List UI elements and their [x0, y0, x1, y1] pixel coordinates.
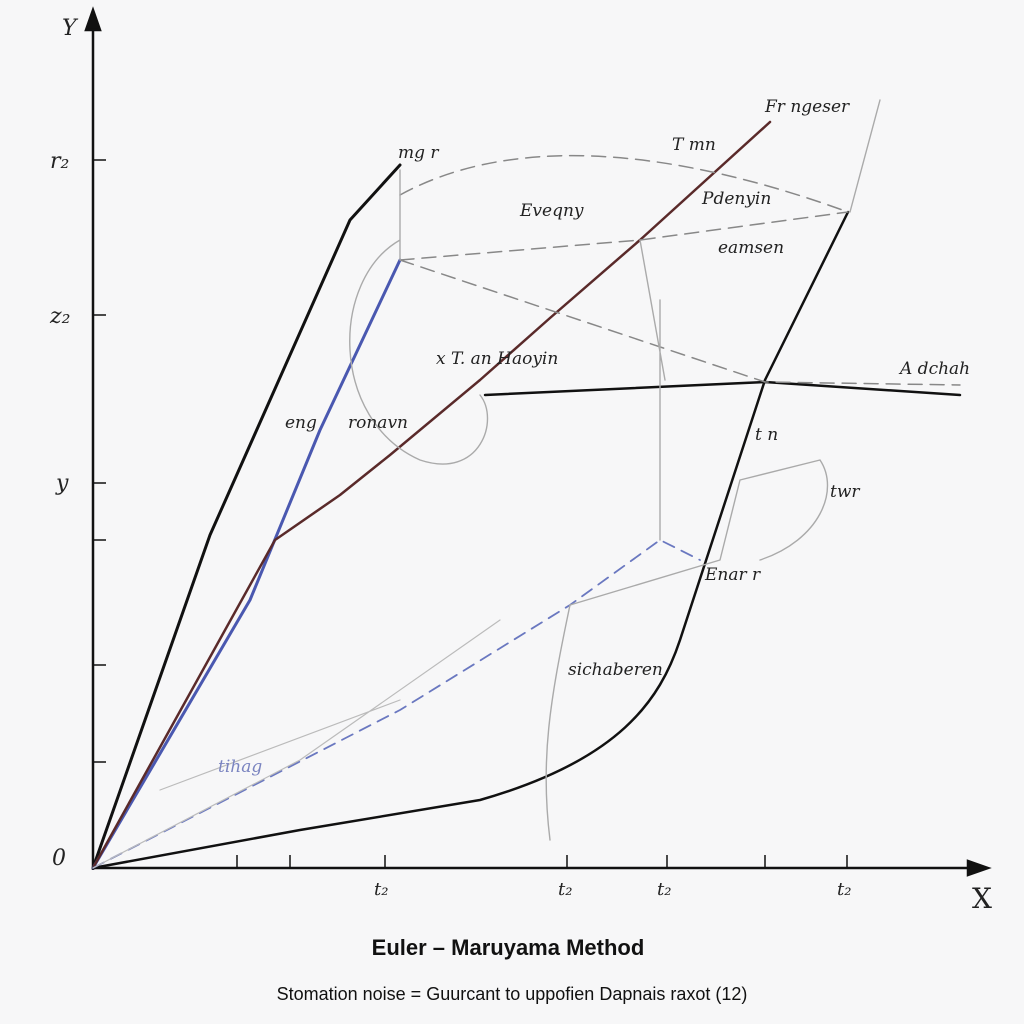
x-tick-label: t₂ — [657, 879, 671, 900]
thin — [349, 99, 881, 841]
curve — [91, 210, 850, 870]
annotation: Fr ngeser — [764, 97, 850, 117]
x-axis-label: X — [972, 882, 992, 915]
x-tick-label: t₂ — [374, 879, 388, 900]
dashed — [399, 154, 961, 386]
annotation: Eveqny — [519, 201, 584, 221]
y-tick-label: z₂ — [49, 304, 70, 329]
y-tick-label: r₂ — [50, 149, 69, 174]
x-arrow — [966, 859, 992, 877]
annotation: mg r — [398, 143, 439, 163]
curve — [91, 258, 402, 870]
thin — [92, 619, 501, 869]
annotation: ronavn — [348, 413, 408, 433]
sketch-lines — [91, 99, 962, 870]
annotation: sichaberen — [568, 660, 663, 680]
annotation: eamsen — [718, 238, 784, 258]
title: Euler – Maruyama Method — [372, 935, 645, 960]
annotation: Enar r — [704, 565, 761, 585]
annotation: x T. an Haoyin — [436, 349, 558, 369]
annotation: twr — [830, 482, 860, 502]
annotation: t n — [755, 425, 778, 445]
annotation: Pdenyin — [701, 189, 771, 209]
y-axis-label: Y — [62, 16, 79, 41]
annotation: eng — [285, 413, 317, 433]
x-tick-label: t₂ — [837, 879, 851, 900]
y-tick-label: 0 — [52, 846, 66, 871]
x-tick-label: t₂ — [558, 879, 572, 900]
annotation: A dchah — [898, 359, 970, 379]
y-arrow — [84, 6, 102, 32]
caption: Stomation noise = Guurcant to uppofien D… — [277, 984, 748, 1004]
annotation: tihag — [218, 757, 262, 777]
axes — [84, 6, 992, 877]
annotation: T mn — [672, 135, 716, 155]
curve — [91, 163, 402, 870]
curve — [91, 120, 772, 870]
y-tick-label: y — [55, 471, 69, 496]
